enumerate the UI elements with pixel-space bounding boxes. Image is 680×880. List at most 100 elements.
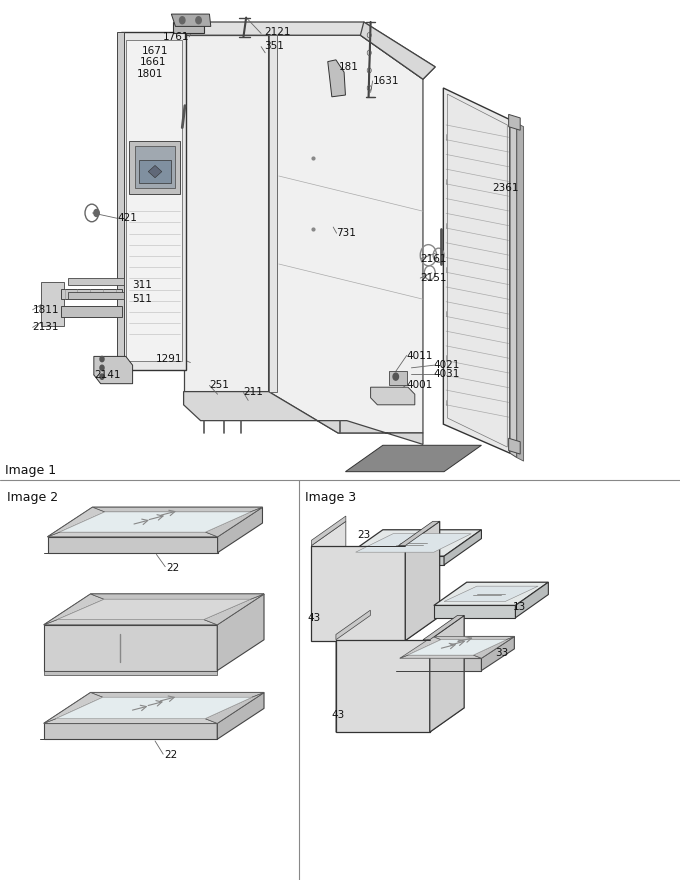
Polygon shape <box>94 356 133 384</box>
Polygon shape <box>356 533 471 553</box>
Polygon shape <box>345 530 481 556</box>
Polygon shape <box>269 35 277 392</box>
Text: 13: 13 <box>513 602 526 612</box>
Polygon shape <box>515 583 548 618</box>
Polygon shape <box>44 719 218 723</box>
Text: 4031: 4031 <box>434 369 460 379</box>
Polygon shape <box>121 32 186 370</box>
Polygon shape <box>443 88 510 453</box>
Polygon shape <box>48 507 105 537</box>
Polygon shape <box>434 605 515 618</box>
Circle shape <box>100 374 104 379</box>
Polygon shape <box>509 114 520 130</box>
Polygon shape <box>389 371 407 385</box>
Text: 1661: 1661 <box>139 56 166 67</box>
Polygon shape <box>57 599 250 620</box>
Polygon shape <box>400 636 514 658</box>
Text: 2131: 2131 <box>33 322 59 333</box>
Polygon shape <box>328 60 345 97</box>
Text: 33: 33 <box>495 648 508 658</box>
Polygon shape <box>311 616 440 641</box>
Circle shape <box>393 373 398 380</box>
Polygon shape <box>218 693 264 739</box>
Polygon shape <box>173 22 204 33</box>
Circle shape <box>196 17 201 24</box>
Text: 22: 22 <box>167 562 180 573</box>
Text: Image 2: Image 2 <box>7 491 58 503</box>
Polygon shape <box>517 123 524 461</box>
Circle shape <box>100 356 104 362</box>
Text: 43: 43 <box>332 709 345 720</box>
Polygon shape <box>423 615 464 640</box>
Polygon shape <box>311 516 346 546</box>
Polygon shape <box>336 610 371 640</box>
Text: 511: 511 <box>132 294 152 304</box>
Text: 1631: 1631 <box>373 76 399 86</box>
Polygon shape <box>44 594 264 625</box>
Polygon shape <box>218 594 264 671</box>
Polygon shape <box>171 14 211 26</box>
Polygon shape <box>48 507 262 537</box>
Polygon shape <box>509 438 520 454</box>
Text: Image 3: Image 3 <box>305 491 356 503</box>
Polygon shape <box>345 445 481 472</box>
Polygon shape <box>400 636 441 658</box>
Polygon shape <box>56 697 252 719</box>
Text: 4001: 4001 <box>407 379 433 390</box>
Text: 211: 211 <box>243 387 263 398</box>
Polygon shape <box>481 636 514 671</box>
Text: 43: 43 <box>307 612 320 623</box>
Polygon shape <box>129 141 180 194</box>
Polygon shape <box>336 640 430 732</box>
Polygon shape <box>135 146 175 188</box>
Text: 2141: 2141 <box>94 370 120 380</box>
Polygon shape <box>60 512 250 532</box>
Text: 1291: 1291 <box>156 354 182 364</box>
Polygon shape <box>139 160 171 183</box>
Text: 2151: 2151 <box>420 273 447 283</box>
Text: 22: 22 <box>165 750 177 760</box>
Polygon shape <box>184 392 423 444</box>
Polygon shape <box>345 556 444 565</box>
Circle shape <box>100 365 104 370</box>
Polygon shape <box>205 693 264 723</box>
Polygon shape <box>44 693 264 723</box>
Polygon shape <box>430 615 464 732</box>
Polygon shape <box>48 532 218 537</box>
Polygon shape <box>218 507 262 553</box>
Polygon shape <box>90 693 264 697</box>
Circle shape <box>180 17 185 24</box>
Polygon shape <box>48 537 218 553</box>
Text: 731: 731 <box>337 228 356 238</box>
Text: 421: 421 <box>117 213 137 224</box>
Polygon shape <box>205 507 262 537</box>
Polygon shape <box>204 594 264 625</box>
Polygon shape <box>92 507 262 512</box>
Polygon shape <box>44 620 218 625</box>
Polygon shape <box>61 306 122 317</box>
Polygon shape <box>400 658 481 671</box>
Text: Image 1: Image 1 <box>5 465 56 477</box>
Polygon shape <box>44 693 103 723</box>
Polygon shape <box>148 165 162 178</box>
Polygon shape <box>371 387 415 405</box>
Text: 1671: 1671 <box>142 46 169 56</box>
Polygon shape <box>68 292 124 299</box>
Polygon shape <box>432 636 514 640</box>
Polygon shape <box>444 530 481 565</box>
Text: 1761: 1761 <box>163 32 189 42</box>
Polygon shape <box>90 594 264 599</box>
Polygon shape <box>117 32 124 370</box>
Text: 1801: 1801 <box>137 69 163 79</box>
Polygon shape <box>311 521 346 641</box>
Polygon shape <box>126 40 182 361</box>
Text: 1811: 1811 <box>33 304 59 315</box>
Text: 4021: 4021 <box>434 360 460 370</box>
Polygon shape <box>510 120 517 458</box>
Polygon shape <box>44 723 218 739</box>
Polygon shape <box>398 521 440 546</box>
Text: 23: 23 <box>357 530 370 540</box>
Polygon shape <box>400 655 481 658</box>
Polygon shape <box>44 625 218 671</box>
Circle shape <box>94 209 99 216</box>
